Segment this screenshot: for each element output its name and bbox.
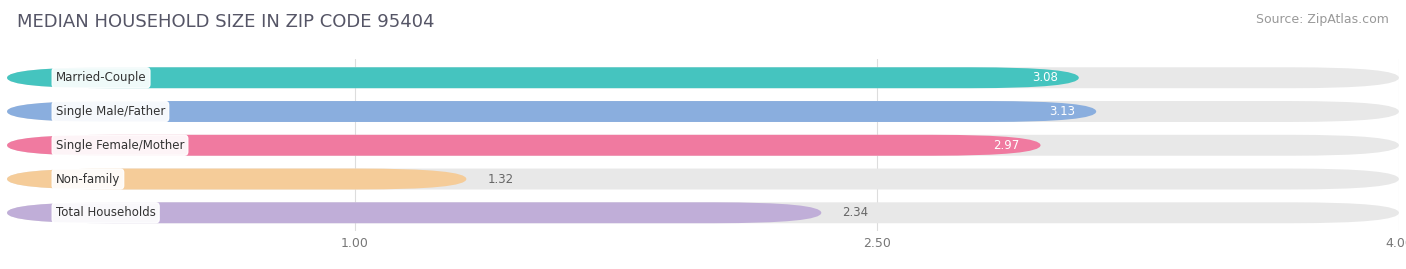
Text: Non-family: Non-family: [56, 172, 120, 186]
FancyBboxPatch shape: [7, 101, 1097, 122]
FancyBboxPatch shape: [7, 67, 1399, 88]
Text: 3.08: 3.08: [1032, 71, 1057, 84]
Text: 2.97: 2.97: [994, 139, 1019, 152]
FancyBboxPatch shape: [7, 169, 1399, 189]
Text: Single Female/Mother: Single Female/Mother: [56, 139, 184, 152]
FancyBboxPatch shape: [7, 101, 1399, 122]
FancyBboxPatch shape: [7, 135, 1399, 156]
FancyBboxPatch shape: [7, 135, 1040, 156]
Text: Total Households: Total Households: [56, 206, 156, 219]
Text: 2.34: 2.34: [842, 206, 869, 219]
FancyBboxPatch shape: [7, 169, 467, 189]
FancyBboxPatch shape: [7, 202, 1399, 223]
FancyBboxPatch shape: [7, 202, 821, 223]
Text: Married-Couple: Married-Couple: [56, 71, 146, 84]
Text: MEDIAN HOUSEHOLD SIZE IN ZIP CODE 95404: MEDIAN HOUSEHOLD SIZE IN ZIP CODE 95404: [17, 13, 434, 31]
FancyBboxPatch shape: [7, 67, 1078, 88]
Text: Source: ZipAtlas.com: Source: ZipAtlas.com: [1256, 13, 1389, 26]
Text: 1.32: 1.32: [488, 172, 513, 186]
Text: 3.13: 3.13: [1049, 105, 1076, 118]
Text: Single Male/Father: Single Male/Father: [56, 105, 165, 118]
